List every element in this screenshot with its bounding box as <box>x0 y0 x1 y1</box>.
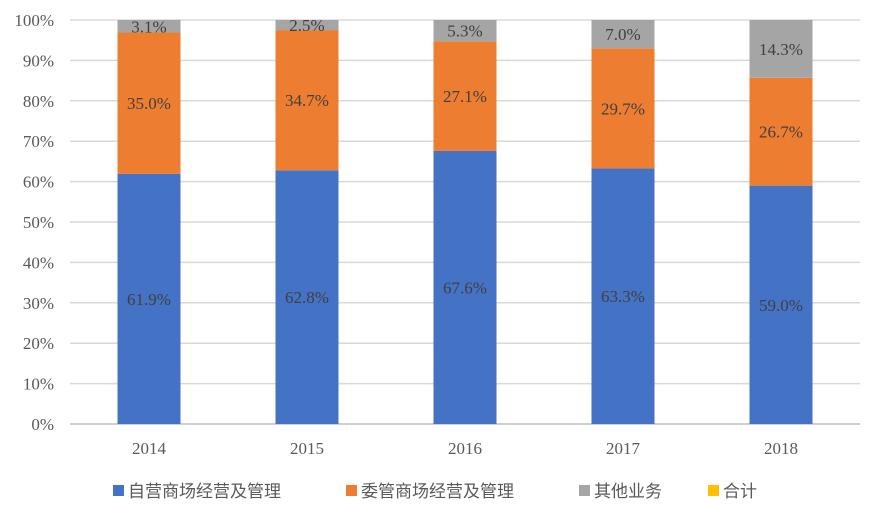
y-tick-label: 10% <box>23 375 54 394</box>
x-tick-label: 2016 <box>448 439 482 458</box>
y-tick-label: 100% <box>14 11 54 30</box>
bar-segment <box>591 168 655 424</box>
bar-segment <box>117 32 181 174</box>
data-label: 5.3% <box>447 22 482 41</box>
y-tick-label: 80% <box>23 92 54 111</box>
data-label: 3.1% <box>131 17 166 36</box>
legend-label: 委管商场经营及管理 <box>361 482 514 502</box>
legend-label: 其他业务 <box>594 482 662 502</box>
bar-segment <box>749 20 813 78</box>
legend: 自营商场经营及管理 委管商场经营及管理 其他业务 合计 <box>113 482 757 502</box>
data-label: 14.3% <box>759 40 803 59</box>
x-tick-label: 2018 <box>764 439 798 458</box>
bar-segment <box>749 77 813 186</box>
bar-segment <box>117 20 181 33</box>
data-label: 67.6% <box>443 278 487 297</box>
bar-segment <box>275 20 339 31</box>
y-tick-label: 60% <box>23 173 54 192</box>
bar-segment <box>591 20 655 49</box>
data-label: 59.0% <box>759 296 803 315</box>
bar-segment <box>433 150 497 424</box>
bar-segment <box>591 48 655 169</box>
legend-label: 合计 <box>723 482 757 502</box>
legend-swatch <box>113 485 124 496</box>
x-tick-label: 2017 <box>606 439 641 458</box>
x-tick-label: 2015 <box>290 439 324 458</box>
y-tick-label: 0% <box>31 415 54 434</box>
legend-item: 合计 <box>708 482 757 502</box>
x-tick-label: 2014 <box>132 439 167 458</box>
bar-segment <box>433 41 497 151</box>
data-label: 7.0% <box>605 25 640 44</box>
y-tick-label: 90% <box>23 51 54 70</box>
legend-swatch <box>579 485 590 496</box>
data-label: 34.7% <box>285 91 329 110</box>
data-label: 35.0% <box>127 94 171 113</box>
data-label: 26.7% <box>759 123 803 142</box>
y-tick-label: 70% <box>23 132 54 151</box>
data-label: 2.5% <box>289 16 324 35</box>
bars <box>117 20 813 424</box>
legend-label: 自营商场经营及管理 <box>128 482 281 502</box>
y-axis: 0% 10% 20% 30% 40% 50% 60% 70% 80% 90% 100% <box>14 11 54 434</box>
bar-segment <box>275 170 339 424</box>
data-label: 27.1% <box>443 87 487 106</box>
bar-segment <box>433 20 497 42</box>
y-tick-label: 20% <box>23 334 54 353</box>
legend-swatch <box>708 485 719 496</box>
legend-item: 自营商场经营及管理 <box>113 482 281 502</box>
bar-segment <box>749 185 813 424</box>
bar-segment <box>117 173 181 424</box>
data-label: 61.9% <box>127 290 171 309</box>
legend-swatch <box>346 485 357 496</box>
bar-segment <box>275 30 339 171</box>
legend-item: 其他业务 <box>579 482 662 502</box>
y-tick-label: 50% <box>23 213 54 232</box>
data-label: 29.7% <box>601 99 645 118</box>
y-tick-label: 30% <box>23 294 54 313</box>
data-label: 63.3% <box>601 287 645 306</box>
data-label: 62.8% <box>285 288 329 307</box>
data-labels: 61.9% 35.0% 3.1% 62.8% 34.7% 2.5% 67.6% 27.1% 5.… <box>127 16 803 315</box>
legend-item: 委管商场经营及管理 <box>346 482 514 502</box>
x-axis: 2014 2015 2016 2017 2018 <box>132 439 798 458</box>
y-tick-label: 40% <box>23 253 54 272</box>
